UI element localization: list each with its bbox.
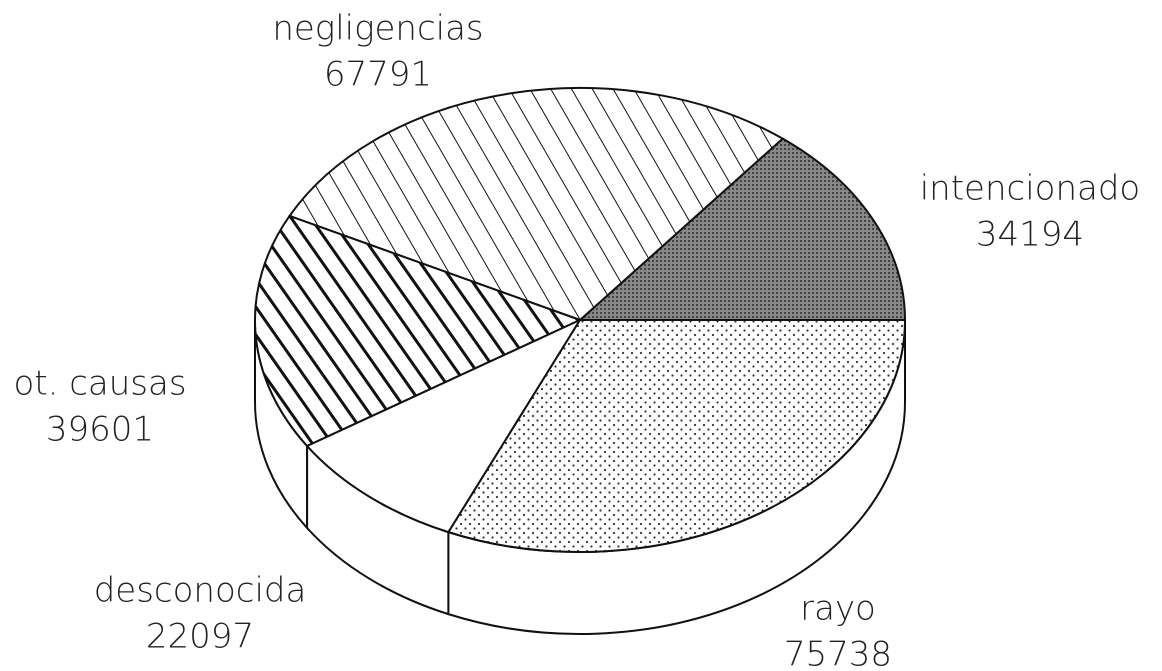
slice-value: 39601 [46,410,154,450]
pie-slice [305,317,583,534]
slice-label: desconocida [94,571,307,611]
pie-slice [254,214,583,448]
slice-value: 22097 [146,617,254,657]
slice-value: 67791 [324,55,432,95]
slice-label: intencionado [920,169,1141,209]
slice-value: 34194 [976,215,1084,255]
pie-slice [577,137,907,321]
pie-slice [446,319,907,554]
pie-slice [287,87,785,322]
slice-label: ot. causas [13,364,186,404]
slice-label: rayo [800,589,876,629]
slice-label: negligencias [272,9,483,49]
slice-value: 75738 [784,635,892,671]
